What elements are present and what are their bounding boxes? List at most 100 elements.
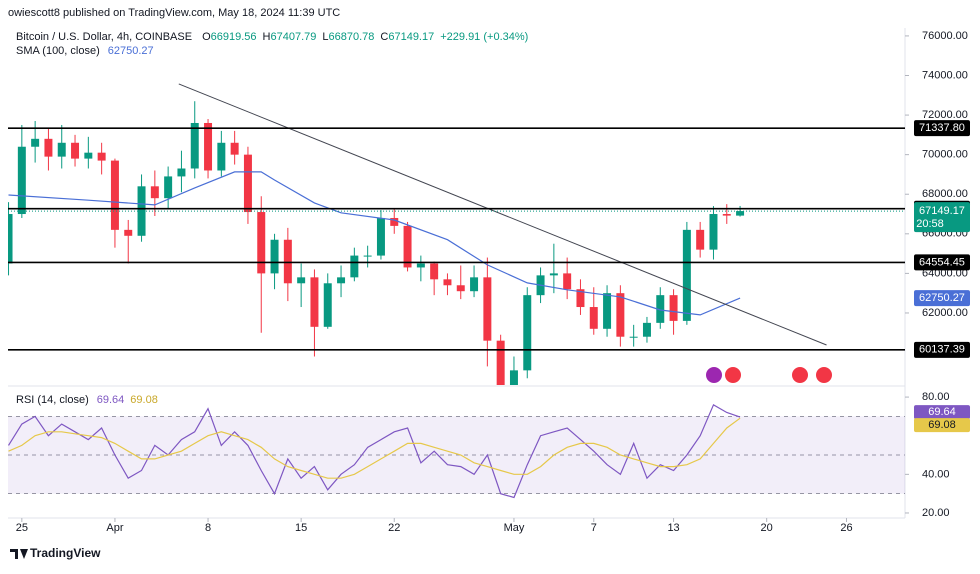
- candle-body: [17, 146, 26, 215]
- level-label: 64554.45: [919, 256, 965, 268]
- legend-field: L: [322, 31, 328, 43]
- candle-body: [403, 225, 412, 268]
- x-tick-label: Apr: [106, 522, 123, 534]
- candle-body: [696, 229, 705, 250]
- candle-body: [549, 273, 558, 276]
- rsi-line: [8, 403, 741, 499]
- y-tick-label: 68000.00: [922, 188, 968, 200]
- price-pane: [8, 83, 827, 385]
- candle-body: [443, 279, 452, 286]
- candle-body: [363, 255, 372, 257]
- byline: owiescott8 published on TradingView.com,…: [8, 7, 340, 19]
- x-tick-label: 20: [761, 522, 773, 534]
- y-tick-label: 74000.00: [922, 69, 968, 81]
- candle-body: [642, 322, 651, 337]
- icon[interactable]: [725, 367, 741, 383]
- legend-change: +229.91 (+0.34%): [440, 31, 528, 43]
- candle-body: [150, 186, 159, 199]
- legend-field: O: [202, 31, 211, 43]
- candle-body: [656, 295, 665, 323]
- x-tick-label: 8: [205, 522, 211, 534]
- candle-body: [416, 263, 425, 268]
- symbol: Bitcoin / U.S. Dollar, 4h, COINBASE: [16, 31, 192, 43]
- candle-body: [190, 122, 199, 169]
- candle-body: [110, 160, 119, 230]
- sma-tag-label: 62750.27: [919, 292, 965, 304]
- x-tick-label: 25: [16, 522, 28, 534]
- brand: TradingView: [30, 546, 101, 560]
- level-label: 71337.80: [919, 122, 965, 134]
- legend-value: 66870.78: [329, 31, 375, 43]
- candle-body: [456, 285, 465, 292]
- candle-body: [589, 307, 598, 329]
- candle-body: [57, 142, 66, 157]
- candle-body: [243, 154, 252, 213]
- y-tick-label: 80.00: [922, 391, 950, 403]
- price-label: 67149.17: [919, 205, 965, 217]
- rsi-line: [8, 417, 741, 479]
- legend-value: 67407.79: [270, 31, 316, 43]
- rsi-tag-label: 69.64: [928, 406, 956, 418]
- candle-body: [97, 152, 106, 161]
- level-tag: [914, 341, 970, 358]
- candle-body: [563, 273, 572, 290]
- level-label: 60137.39: [919, 344, 965, 356]
- icon[interactable]: [816, 367, 832, 383]
- candle-body: [270, 239, 279, 274]
- candle-body: [84, 152, 93, 159]
- candle-body: [523, 295, 532, 371]
- x-tick-label: 26: [840, 522, 852, 534]
- rsi-tag-label: 69.08: [928, 419, 956, 431]
- rsi-tag: [914, 405, 970, 420]
- candle-body: [616, 293, 625, 337]
- x-tick-label: 13: [667, 522, 679, 534]
- x-tick-label: 7: [591, 522, 597, 534]
- legend: Bitcoin / U.S. Dollar, 4h, COINBASE O6691…: [16, 31, 528, 43]
- candle-body: [257, 212, 266, 274]
- candle-body: [44, 138, 53, 157]
- y-tick-label: 76000.00: [922, 30, 968, 42]
- candle-body: [137, 186, 146, 236]
- candle-body: [350, 255, 359, 278]
- event-icons: [706, 367, 832, 383]
- legend-field: C: [380, 31, 388, 43]
- y-tick-label: 62000.00: [922, 307, 968, 319]
- candle-body: [390, 217, 399, 226]
- candle-body: [124, 229, 133, 236]
- rsi-band: [8, 416, 905, 494]
- candle-body: [297, 277, 306, 284]
- brand-logo: [10, 549, 28, 559]
- candle-body: [722, 214, 731, 216]
- candle-body: [470, 277, 479, 292]
- icon[interactable]: [792, 367, 808, 383]
- rsi-legend: RSI (14, close) 69.64 69.08: [16, 394, 158, 406]
- rsi-value: 69.08: [130, 394, 158, 406]
- x-tick-label: 15: [295, 522, 307, 534]
- price-tag: [914, 202, 970, 233]
- legend-value: 67149.17: [388, 31, 434, 43]
- candle-body: [669, 295, 678, 321]
- level-tag: [914, 254, 970, 271]
- x-tick-label: May: [504, 522, 525, 534]
- candle-body: [230, 142, 239, 155]
- candle-body: [483, 277, 492, 341]
- candle-body: [164, 176, 173, 199]
- icon[interactable]: [706, 367, 722, 383]
- candle-body: [204, 122, 213, 171]
- y-tick-label: 70000.00: [922, 149, 968, 161]
- rsi-pane: [8, 403, 905, 499]
- candle-body: [337, 277, 346, 284]
- candle-body: [682, 229, 691, 321]
- legend-field: H: [263, 31, 271, 43]
- rsi-tag: [914, 418, 970, 433]
- candle-body: [430, 263, 439, 280]
- candle-body: [576, 289, 585, 308]
- x-tick-label: 22: [388, 522, 400, 534]
- sma-name: SMA (100, close): [16, 45, 100, 57]
- candle-body: [736, 211, 745, 216]
- level-tag: [914, 120, 970, 137]
- candle-body: [496, 340, 505, 385]
- sma-legend: SMA (100, close) 62750.27: [16, 45, 154, 57]
- candle-body: [217, 142, 226, 171]
